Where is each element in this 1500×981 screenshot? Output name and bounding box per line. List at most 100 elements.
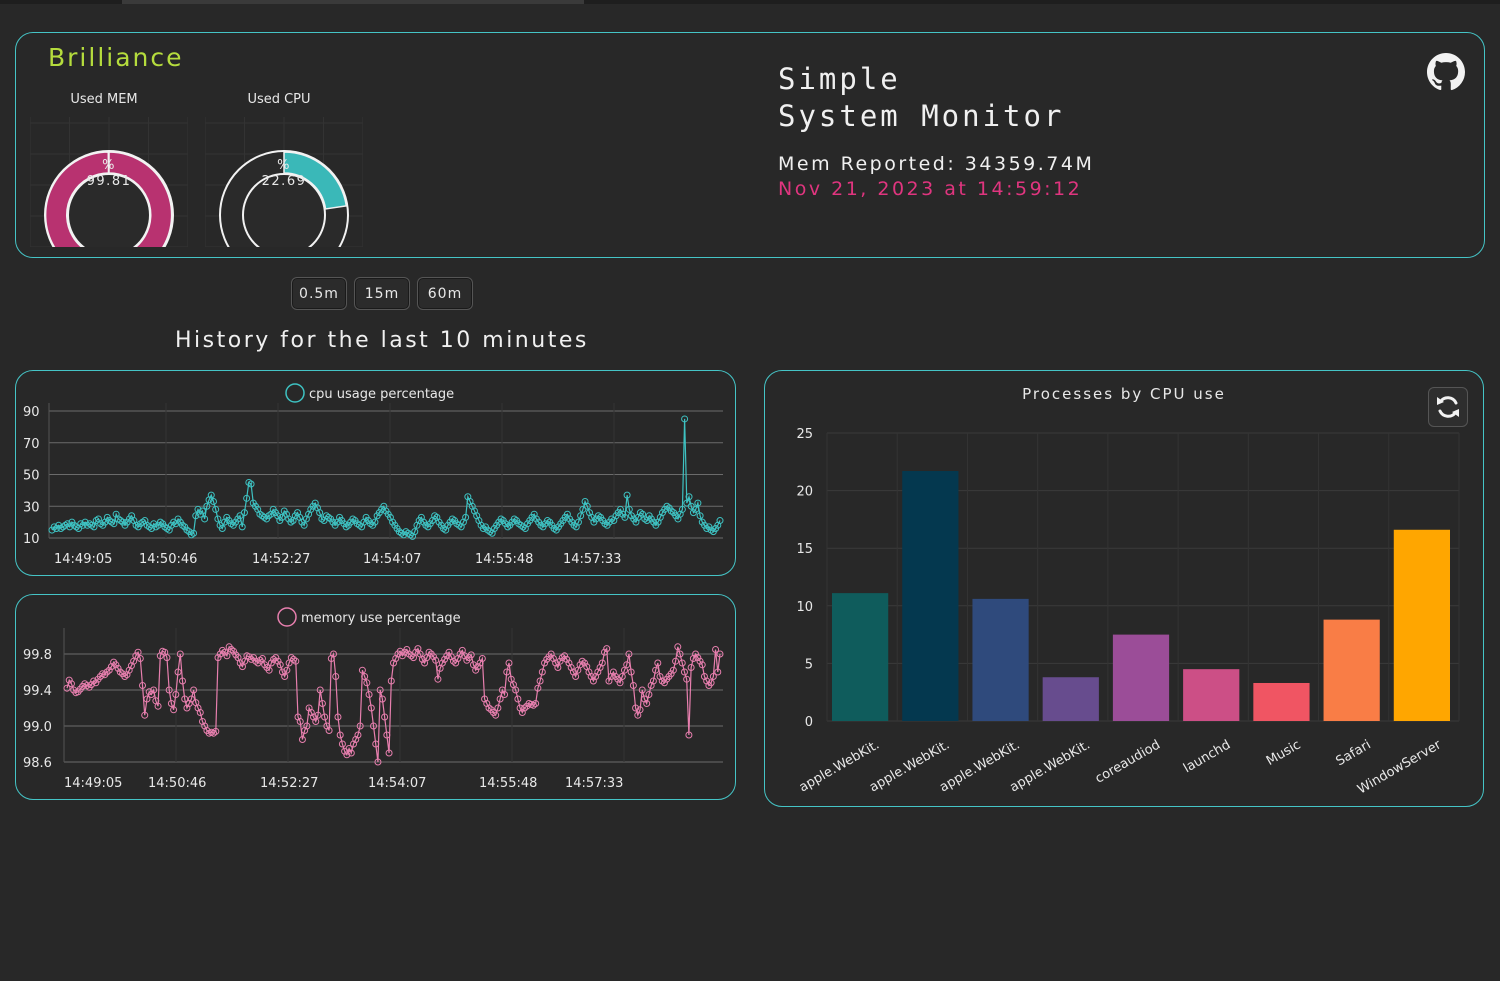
- mem-chart-point: [321, 713, 329, 721]
- mem-chart-point: [685, 731, 693, 739]
- mem-chart-point: [112, 661, 120, 669]
- range-button-0-5m[interactable]: 0.5m: [291, 277, 347, 310]
- mem-chart-point: [165, 686, 173, 694]
- process-bar: [1183, 669, 1240, 721]
- cpu-chart-point: [240, 509, 248, 517]
- cpu-chart-point: [243, 494, 251, 502]
- mem-chart-point: [383, 731, 391, 739]
- range-button-60m[interactable]: 60m: [417, 277, 473, 310]
- mem-chart-y-tick: 99.4: [23, 684, 52, 699]
- cpu-chart-y-tick: 70: [23, 437, 40, 452]
- cpu-chart-point: [207, 491, 215, 499]
- mem-chart-point: [672, 657, 680, 665]
- mem-chart-y-tick: 99.0: [23, 720, 52, 735]
- brand-title: Brilliance: [48, 43, 184, 72]
- cpu-chart-point: [212, 505, 220, 513]
- process-bar: [1042, 677, 1099, 721]
- mem-chart-point: [658, 677, 666, 685]
- mem-chart-point: [196, 709, 204, 716]
- mem-chart-point: [603, 645, 611, 653]
- mem-chart-point: [538, 668, 546, 676]
- mem-chart-point: [250, 654, 258, 662]
- mem-chart-point: [654, 659, 662, 667]
- mem-chart-point: [283, 666, 291, 674]
- cpu-chart-point: [209, 497, 217, 505]
- mem-chart-point: [660, 679, 668, 687]
- cpu-chart-point: [685, 493, 693, 501]
- mem-chart-point: [512, 686, 520, 694]
- mem-chart-point: [210, 729, 218, 737]
- mem-chart-point: [172, 691, 180, 698]
- mem-chart-point: [534, 684, 542, 692]
- mem-chart-point: [332, 673, 340, 680]
- refresh-button[interactable]: [1428, 387, 1468, 427]
- mem-chart-point: [141, 711, 149, 719]
- cpu-chart-point: [90, 523, 98, 531]
- mem-chart-point: [236, 659, 244, 667]
- mem-chart-point: [707, 679, 715, 687]
- cpu-gauge: [205, 117, 363, 247]
- mem-chart-point: [143, 695, 151, 703]
- mem-chart-point: [716, 650, 724, 658]
- mem-chart-point: [645, 691, 653, 698]
- mem-history-panel: memory use percentage 99.8 99.4 99.0 98.6 14:…: [15, 594, 736, 800]
- cpu-chart-legend-label: cpu usage percentage: [309, 387, 454, 402]
- mem-chart-point: [334, 713, 342, 721]
- mem-chart-point: [374, 758, 382, 766]
- mem-chart-point: [81, 680, 89, 688]
- mem-chart-point: [218, 646, 226, 654]
- cpu-chart-x-tick: 14:57:33: [563, 552, 621, 567]
- mem-chart-point: [692, 650, 700, 658]
- cpu-chart-point: [203, 502, 211, 510]
- mem-chart-point: [503, 668, 511, 676]
- mem-chart-point: [694, 654, 702, 662]
- mem-chart-point: [358, 666, 366, 674]
- app-title-line2: System Monitor: [778, 99, 1065, 133]
- mem-chart-point: [578, 657, 586, 665]
- active-tab-indicator: [122, 0, 584, 4]
- cpu-chart-point: [692, 505, 700, 513]
- process-bar: [1253, 682, 1310, 721]
- mem-chart-point: [325, 727, 333, 734]
- github-icon[interactable]: [1427, 53, 1465, 91]
- mem-chart-point: [541, 659, 549, 667]
- mem-chart-point: [314, 711, 322, 719]
- mem-chart-point: [387, 677, 395, 685]
- mem-chart-point: [212, 727, 220, 735]
- process-bar: [902, 471, 959, 721]
- mem-chart-point: [92, 679, 100, 687]
- mem-chart-point: [652, 666, 660, 674]
- mem-chart-point: [365, 691, 373, 698]
- cpu-chart-point: [198, 507, 206, 515]
- mem-chart-point: [676, 650, 684, 658]
- process-chart-y-tick: 20: [796, 485, 813, 500]
- cpu-chart-point: [214, 515, 222, 523]
- range-button-15m[interactable]: 15m: [354, 277, 410, 310]
- cpu-gauge-inner-ring: [242, 173, 326, 247]
- mem-chart-point: [554, 664, 562, 671]
- mem-history-chart: memory use percentage 99.8 99.4 99.0 98.6 14:…: [23, 607, 724, 791]
- mem-chart-point: [336, 731, 344, 739]
- cpu-chart-y-tick: 10: [23, 532, 40, 547]
- process-bar: [972, 598, 1029, 721]
- mem-chart-x-tick: 14:49:05: [64, 776, 122, 791]
- cpu-chart-series-line: [51, 418, 721, 538]
- mem-chart-point: [258, 655, 266, 662]
- mem-chart-point: [683, 675, 691, 683]
- cpu-chart-point: [574, 518, 582, 526]
- cpu-gauge-arc: [283, 151, 348, 210]
- mem-chart-point: [425, 648, 433, 656]
- mem-chart-x-tick: 14:57:33: [565, 776, 623, 791]
- mem-chart-point: [618, 673, 626, 680]
- mem-chart-point: [712, 646, 720, 653]
- cpu-chart-x-tick: 14:55:48: [475, 552, 533, 567]
- cpu-chart-point: [238, 523, 246, 531]
- mem-chart-point: [298, 736, 306, 743]
- mem-chart-point: [576, 661, 584, 669]
- mem-chart-point: [429, 653, 437, 661]
- mem-chart-point: [154, 702, 162, 710]
- mem-chart-point: [67, 680, 75, 688]
- mem-chart-point: [361, 673, 369, 680]
- cpu-chart-point: [621, 513, 629, 521]
- cpu-chart-y-tick: 50: [23, 469, 40, 484]
